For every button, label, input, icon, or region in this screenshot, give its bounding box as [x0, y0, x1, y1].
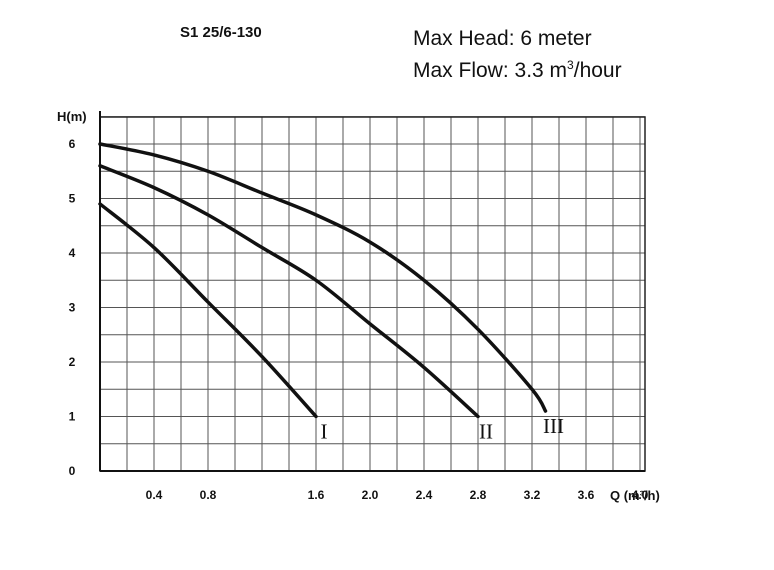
y-tick-label: 1	[69, 410, 76, 424]
x-tick-label: 1.6	[308, 488, 325, 502]
max-flow-text: Max Flow: 3.3 m3/hour	[413, 58, 622, 83]
y-tick-label: 5	[69, 192, 76, 206]
x-tick-label: 3.2	[524, 488, 541, 502]
grid	[100, 116, 645, 471]
x-tick-label: 3.6	[578, 488, 595, 502]
x-axis-title: Q (m³/h)	[610, 488, 660, 503]
series-layer	[98, 142, 548, 419]
y-tick-label: 6	[69, 137, 76, 151]
x-tick-label: 2.4	[416, 488, 433, 502]
max-head-text: Max Head: 6 meter	[413, 27, 592, 50]
curve-II	[98, 164, 480, 419]
y-tick-label: 0	[69, 464, 76, 478]
x-tick-label: 2.8	[470, 488, 487, 502]
model-name: S1 25/6-130	[180, 24, 262, 41]
y-tick-label: 2	[69, 355, 76, 369]
curve-I	[98, 202, 318, 419]
max-flow-suffix: /hour	[573, 59, 622, 82]
x-tick-label: 0.4	[146, 488, 163, 502]
axes: 0 1 2 3 4 5 6 0.4 0.8 1.6 2.0 2.4 2.8 3.2 3.6 4.0 H(m) Q …	[57, 109, 660, 503]
x-tick-label: 4.0	[632, 488, 649, 502]
curve-label-I: I	[321, 420, 328, 444]
y-tick-label: 4	[69, 246, 76, 260]
curve-III	[98, 142, 548, 413]
y-axis-title: H(m)	[57, 109, 87, 124]
max-flow-sup: 3	[567, 58, 574, 72]
y-tick-label: 3	[69, 301, 76, 315]
curve-label-II: II	[479, 420, 493, 444]
curve-label-III: III	[543, 414, 564, 438]
max-flow-prefix: Max Flow: 3.3 m	[413, 59, 568, 82]
x-tick-label: 2.0	[362, 488, 379, 502]
x-tick-label: 0.8	[200, 488, 217, 502]
labels-layer: I II III	[321, 414, 564, 443]
